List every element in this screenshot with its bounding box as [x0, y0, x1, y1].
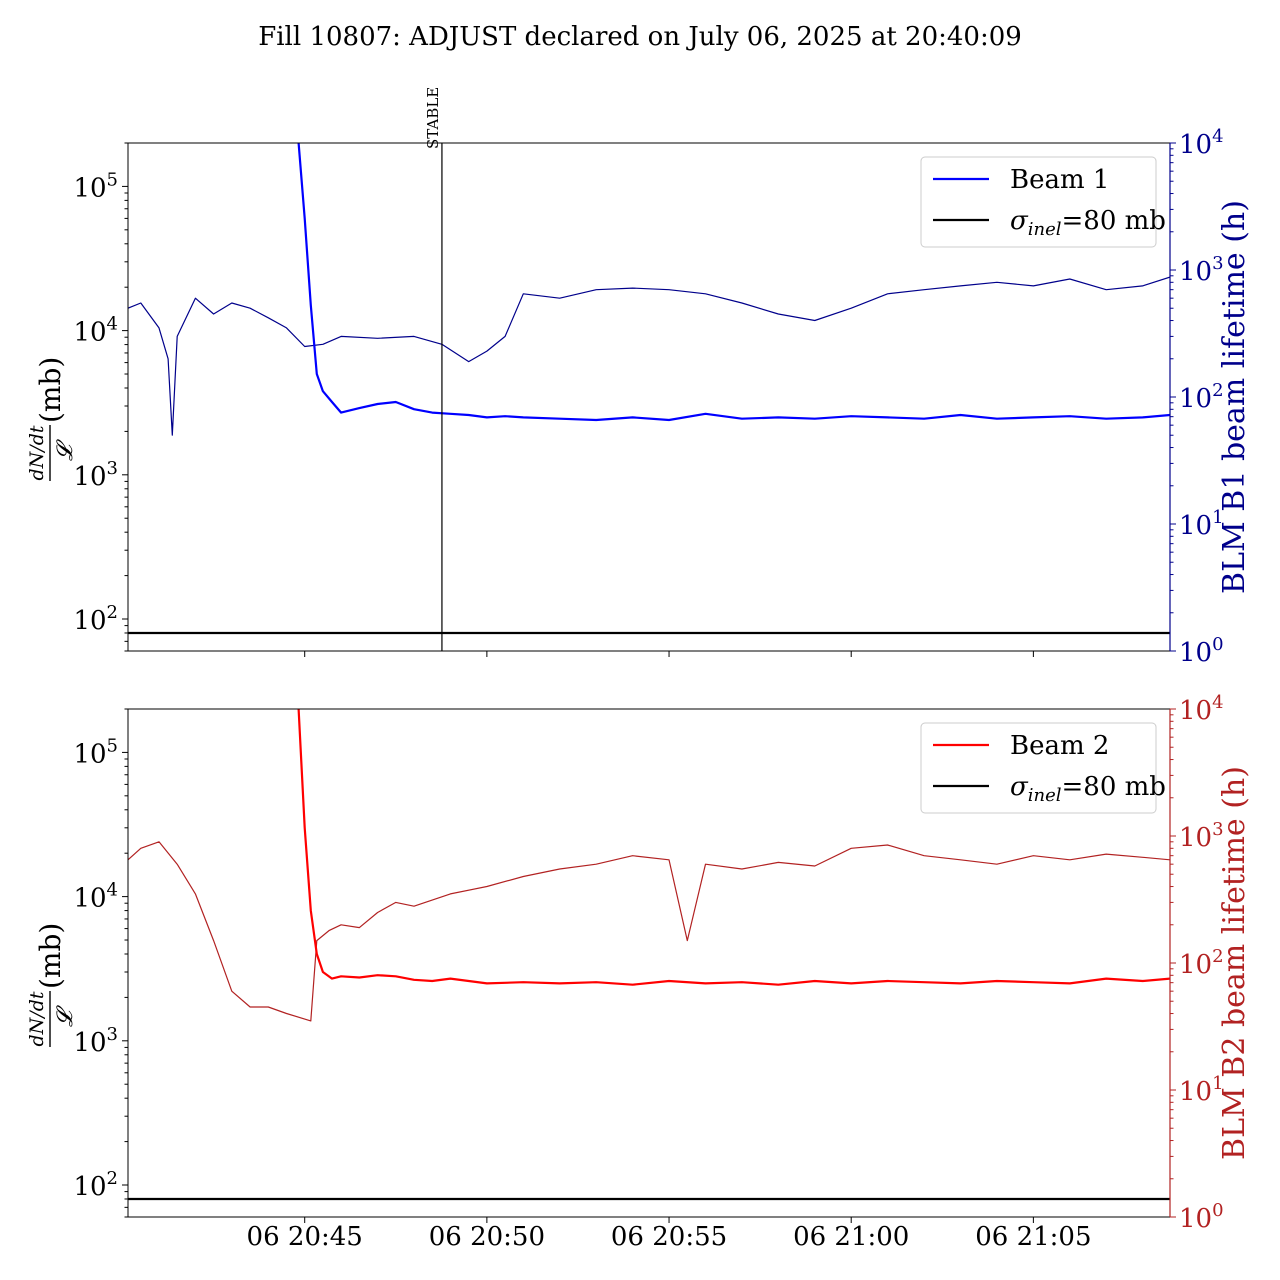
left-tick-label: 104: [73, 880, 118, 914]
plot-area: [128, 143, 1170, 635]
plot-area: [128, 709, 1170, 1201]
right-tick-label: 101: [1179, 1073, 1224, 1107]
legend-label: Beam 2: [1010, 731, 1109, 761]
chart-title: Fill 10807: ADJUST declared on July 06, …: [258, 22, 1022, 52]
right-tick-label: 103: [1179, 253, 1224, 287]
x-tick-label: 06 20:45: [247, 1222, 363, 1252]
right-tick-label: 100: [1179, 634, 1224, 668]
series-line-beam: [297, 709, 1170, 986]
stable-label: STABLE: [424, 87, 442, 149]
left-axis-label-unit: (mb): [34, 923, 67, 989]
right-tick-label: 103: [1179, 819, 1224, 853]
x-tick-label: 06 20:50: [429, 1222, 545, 1252]
left-tick-label: 102: [73, 602, 118, 636]
left-tick-label: 103: [73, 1024, 118, 1058]
right-tick-label: 102: [1179, 946, 1224, 980]
left-tick-label: 105: [73, 169, 118, 203]
right-tick-label: 104: [1179, 126, 1224, 160]
right-tick-label: 100: [1179, 1200, 1224, 1234]
left-tick-label: 102: [73, 1168, 118, 1202]
legend-label: σinel=80 mb: [1010, 206, 1166, 240]
left-axis-label: dN/dt 𝓛 (mb): [26, 357, 78, 481]
left-axis-label-numerator: dN/dt: [26, 425, 48, 480]
bottom-panel: 102 103 104 105 100 101 102 103 104 06 20:45 06 20…: [26, 692, 1252, 1252]
legend: Beam 1 σinel=80 mb: [920, 156, 1166, 248]
left-axis-label-unit: (mb): [34, 357, 67, 423]
series-line-lifetime: [128, 276, 1170, 436]
left-axis-label-denominator: 𝓛: [53, 439, 78, 461]
left-axis-label-denominator: 𝓛: [53, 1005, 78, 1027]
legend: Beam 2 σinel=80 mb: [920, 722, 1166, 814]
legend-label: Beam 1: [1010, 165, 1109, 195]
left-tick-label: 104: [73, 314, 118, 348]
left-axis-label: dN/dt 𝓛 (mb): [26, 923, 78, 1047]
right-tick-label: 102: [1179, 380, 1224, 414]
series-line-lifetime: [128, 841, 1170, 1022]
right-axis-label: BLM B2 beam lifetime (h): [1217, 766, 1252, 1160]
x-tick-label: 06 20:55: [611, 1222, 727, 1252]
left-tick-label: 103: [73, 458, 118, 492]
left-tick-label: 105: [73, 735, 118, 769]
top-panel: STABLE 102 103 104 105 100 101 102 103 104 dN/dt 𝓛 …: [26, 87, 1252, 668]
legend-label: σinel=80 mb: [1010, 772, 1166, 806]
x-tick-label: 06 21:00: [793, 1222, 909, 1252]
x-tick-label: 06 21:05: [975, 1222, 1091, 1252]
right-tick-label: 101: [1179, 507, 1224, 541]
left-axis-label-numerator: dN/dt: [26, 991, 48, 1046]
right-tick-label: 104: [1179, 692, 1224, 726]
series-line-beam: [297, 143, 1170, 422]
right-axis-label: BLM B1 beam lifetime (h): [1217, 200, 1252, 594]
